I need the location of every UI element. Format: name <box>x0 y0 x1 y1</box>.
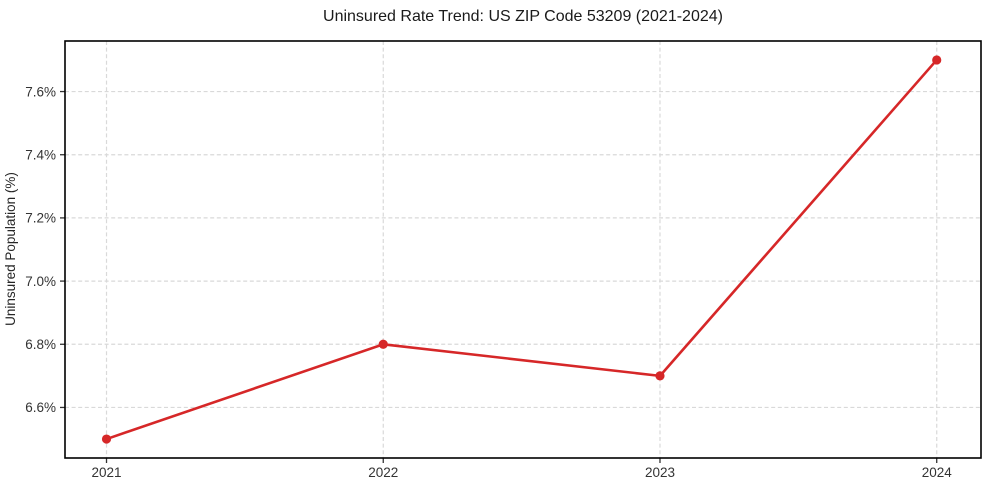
trend-line <box>105 58 939 441</box>
y-tick-label: 7.4% <box>25 147 56 162</box>
y-tick-label: 7.2% <box>25 211 56 226</box>
y-axis-label: Uninsured Population (%) <box>3 172 18 326</box>
x-tick-label: 2023 <box>645 465 675 480</box>
y-tick-label: 6.8% <box>25 337 56 352</box>
y-tick-label: 7.0% <box>25 274 56 289</box>
y-tick-label: 7.6% <box>25 84 56 99</box>
gridlines-layer <box>65 41 981 458</box>
data-point-marker <box>655 371 665 381</box>
data-point-marker <box>378 339 388 349</box>
plot-border <box>64 40 982 459</box>
chart-title: Uninsured Rate Trend: US ZIP Code 53209 … <box>323 8 723 25</box>
x-tick-label: 2021 <box>91 465 121 480</box>
x-tick-label: 2022 <box>368 465 398 480</box>
x-tick-label: 2024 <box>922 465 953 480</box>
axis-ticks-layer: 6.6% 6.8% 7.0% 7.2% 7.4% 7.6% 2021 2022 2023 2024 <box>25 84 952 480</box>
data-series-layer <box>101 55 942 444</box>
data-point-marker <box>932 55 942 65</box>
y-tick-label: 6.6% <box>25 400 56 415</box>
data-point-marker <box>101 434 112 444</box>
